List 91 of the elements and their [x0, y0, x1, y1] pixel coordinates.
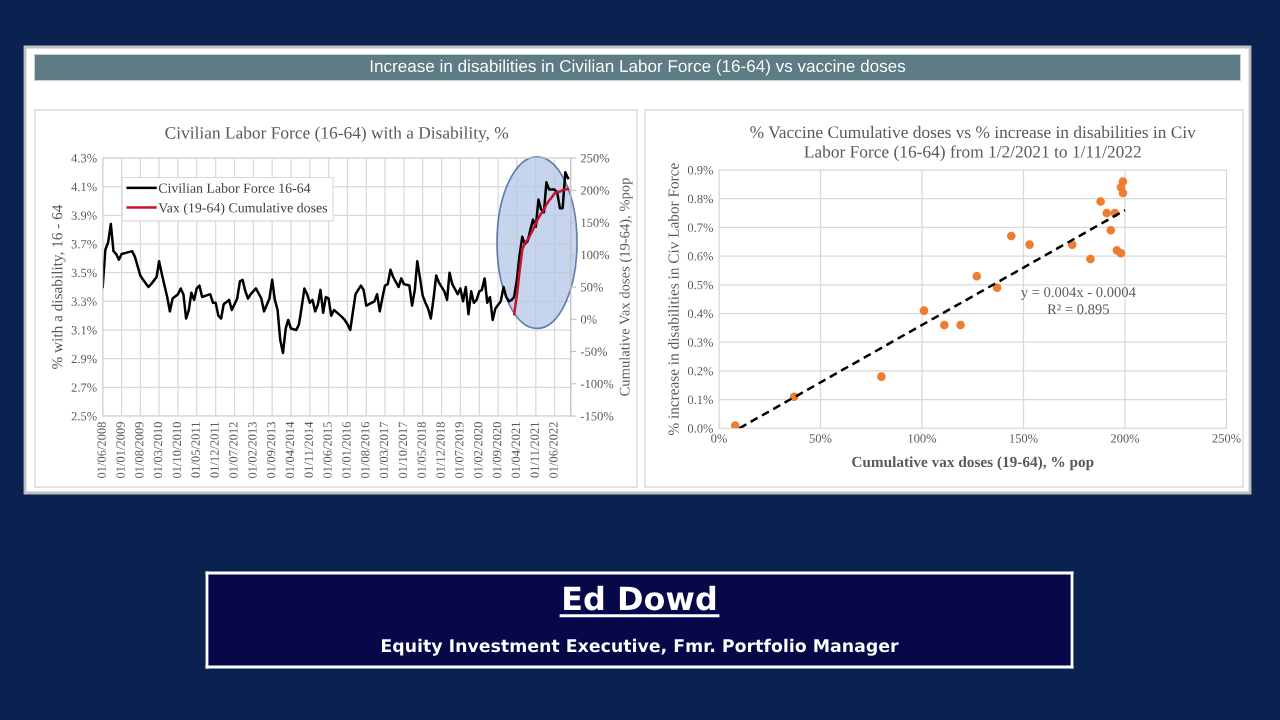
- y2-tick-label: 100%: [581, 250, 610, 260]
- x-tick-label: 01/09/2013: [266, 422, 276, 479]
- y-tick-label: 0.4%: [687, 309, 714, 319]
- y-tick-label: 0.3%: [687, 338, 714, 347]
- y2-tick-label: 0%: [580, 315, 597, 324]
- y-tick-label: 2.5%: [71, 412, 97, 421]
- x-tick-label: 01/05/2018: [417, 422, 426, 479]
- line-series: [102, 171, 570, 355]
- text: Increase in disabilities in Civilian Labor Force (16-64) vs vaccine doses: [370, 59, 906, 76]
- y-axis-title: % with a disability, 16 - 64: [51, 204, 66, 369]
- y-tick-label: 3.9%: [71, 211, 97, 220]
- y-tick-label: 3.1%: [71, 326, 97, 335]
- y-tick-label: 2.9%: [71, 354, 97, 364]
- x-tick-label: 50%: [809, 434, 832, 443]
- y-tick-label: 0.7%: [687, 223, 714, 232]
- y2-tick-label: 250%: [580, 154, 610, 163]
- point: [992, 283, 1002, 292]
- x-tick-label: 01/02/2013: [248, 422, 257, 479]
- x-tick-label: 01/06/2008: [97, 422, 106, 479]
- x-tick-label: 200%: [1110, 434, 1140, 443]
- y2-tick-label: 50%: [581, 283, 603, 292]
- x-tick-label: 250%: [1212, 434, 1241, 443]
- y2-tick-label: -150%: [580, 412, 614, 421]
- x-tick-label: 01/09/2020: [492, 422, 502, 479]
- x-tick-label: 150%: [1010, 434, 1038, 443]
- chart-title: % Vaccine Cumulative doses vs % increase in disabilities in Civ Labor Force (16-64) from 1/2/2021 to 1/11/2022: [750, 125, 1196, 162]
- point: [1118, 188, 1128, 198]
- x-tick-label: 01/03/2017: [379, 421, 389, 479]
- y-tick-label: 4.3%: [71, 154, 97, 163]
- y2-axis-title: Cumulative Vax doses (19-64), %pop: [619, 178, 633, 396]
- line-series: [512, 187, 570, 316]
- point: [1106, 225, 1116, 235]
- point: [877, 372, 886, 381]
- y-tick-label: 0.0%: [687, 424, 714, 433]
- y-tick-label: 3.3%: [71, 297, 97, 306]
- point: [940, 320, 949, 330]
- x-tick-label: 01/02/2020: [474, 422, 483, 479]
- y2-tick-label: 200%: [580, 186, 610, 195]
- legend-label: Civilian Labor Force 16-64: [158, 183, 311, 193]
- annotation: R² = 0.895: [1047, 304, 1109, 315]
- x-tick-label: 01/10/2017: [398, 421, 408, 479]
- x-tick-label: 01/05/2011: [191, 422, 200, 478]
- text: Equity Investment Executive, Fmr. Portfolio Manager: [381, 638, 899, 656]
- point: [919, 306, 929, 315]
- x-tick-label: 01/03/2010: [153, 422, 163, 479]
- x-tick-label: 01/06/2015: [323, 422, 332, 479]
- y-tick-label: 0.5%: [687, 280, 714, 290]
- y-tick-label: 3.7%: [71, 240, 97, 249]
- x-tick-label: 0%: [711, 434, 727, 443]
- point: [1118, 177, 1128, 186]
- x-tick-label: 01/08/2009: [135, 422, 144, 479]
- y-tick-label: 3.5%: [71, 268, 97, 278]
- point: [1086, 254, 1095, 264]
- x-axis-title: Cumulative vax doses (19-64), % pop: [852, 456, 1094, 471]
- y-tick-label: 0.2%: [687, 366, 714, 376]
- point: [956, 320, 965, 330]
- point: [972, 271, 982, 281]
- x-tick-label: 01/12/2011: [210, 422, 219, 478]
- point: [1007, 231, 1016, 241]
- x-tick-label: 01/11/2021: [530, 422, 539, 478]
- annotation: y = 0.004x - 0.0004: [1020, 287, 1136, 301]
- x-tick-label: 01/11/2014: [304, 421, 313, 478]
- point: [730, 421, 740, 429]
- y-tick-label: 0.1%: [687, 395, 714, 405]
- legend-label: Vax (19-64) Cumulative doses: [158, 202, 328, 216]
- text: Ed Dowd: [564, 585, 716, 611]
- x-tick-label: 01/12/2018: [436, 422, 445, 479]
- x-tick-label: 01/06/2022: [549, 422, 558, 479]
- chart-title: Civilian Labor Force (16-64) with a Disability, %: [165, 126, 509, 143]
- x-tick-label: 01/07/2019: [455, 422, 464, 479]
- x-tick-label: 01/04/2014: [285, 421, 295, 479]
- x-tick-label: 100%: [908, 434, 937, 443]
- point: [1102, 208, 1112, 218]
- x-tick-label: 01/08/2016: [361, 421, 370, 479]
- y-tick-label: 4.1%: [71, 182, 97, 192]
- point: [1025, 240, 1034, 249]
- point: [1116, 248, 1126, 258]
- y2-tick-label: 150%: [581, 218, 610, 227]
- y-tick-label: 0.6%: [687, 252, 714, 261]
- y-tick-label: 0.8%: [687, 194, 714, 204]
- y-axis-title: % increase in disabilities in Civ Labor Force: [668, 163, 679, 436]
- x-tick-label: 01/07/2012: [229, 422, 238, 479]
- x-tick-label: 01/01/2016: [342, 421, 351, 479]
- y-tick-label: 0.9%: [687, 166, 714, 175]
- x-tick-label: 01/10/2010: [172, 422, 182, 479]
- y-tick-label: 2.7%: [71, 383, 97, 392]
- x-tick-label: 01/01/2009: [116, 422, 125, 479]
- y2-tick-label: -100%: [580, 379, 614, 389]
- point: [1096, 197, 1105, 206]
- x-tick-label: 01/04/2021: [511, 422, 521, 479]
- y2-tick-label: -50%: [580, 347, 608, 356]
